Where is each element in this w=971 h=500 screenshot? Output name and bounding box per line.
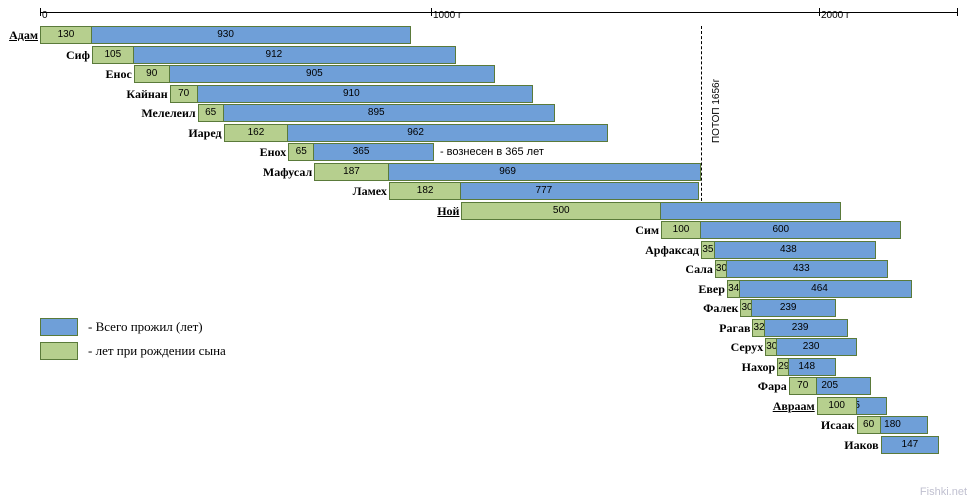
begat-bar: 100 [817,397,857,415]
person-name: Авраам [40,397,819,415]
axis-label: 1000 г [433,10,462,21]
total-bar: 438 [701,241,876,259]
begat-bar: 500 [461,202,661,220]
total-bar: 910 [170,85,533,103]
timeline-row: 175100Авраам [40,397,958,415]
timeline-row: 912105Сиф [40,46,958,64]
total-bar: 930 [40,26,411,44]
begat-bar: 105 [92,46,134,64]
begat-bar: 30 [765,338,777,356]
person-name: Адам [0,26,42,44]
begat-bar: 60 [857,416,881,434]
begat-bar: 65 [288,143,314,161]
person-name: Сим [40,221,663,239]
begat-bar: 70 [789,377,817,395]
begat-bar: 30 [740,299,752,317]
legend: - Всего прожил (лет) - лет при рождении … [40,318,226,366]
axis-tick [40,8,41,16]
person-name: Исаак [40,416,859,434]
person-name: Сиф [40,46,94,64]
legend-label-total: - Всего прожил (лет) [88,319,203,335]
person-note: - вознесен в 365 лет [438,143,546,161]
axis-label: 2000 г [821,10,850,21]
total-bar: 895 [198,104,555,122]
axis-label: 0 [42,10,48,21]
begat-bar: 35 [701,241,715,259]
timeline-row: 43330Сала [40,260,958,278]
timeline-row: 90590Енос [40,65,958,83]
total-bar: 912 [92,46,456,64]
begat-bar: 30 [715,260,727,278]
total-bar: 147 [881,436,940,454]
total-bar: 239 [740,299,835,317]
begat-bar: 90 [134,65,170,83]
person-name: Мафусал [40,163,316,181]
person-name: Фалек [40,299,742,317]
legend-begat: - лет при рождении сына [40,342,226,360]
timeline-row: 23930Фалек [40,299,958,317]
person-name: Енос [40,65,136,83]
timeline-chart: 01000 г2000 гПОТОП 1656г930130Адам912105… [40,12,958,450]
timeline-row: 36565Енох- вознесен в 365 лет [40,143,958,161]
timeline-row: 89565Мелелеил [40,104,958,122]
timeline-row: 600100Сим [40,221,958,239]
begat-bar: 34 [727,280,741,298]
timeline-row: 91070Кайнан [40,85,958,103]
person-name: Мелелеил [40,104,200,122]
legend-swatch-total [40,318,78,336]
legend-label-begat: - лет при рождении сына [88,343,226,359]
begat-bar: 65 [198,104,224,122]
total-bar: 905 [134,65,495,83]
person-name: Ламех [40,182,391,200]
axis-tick [431,8,432,16]
begat-bar: 130 [40,26,92,44]
total-bar: 464 [727,280,912,298]
begat-bar: 187 [314,163,389,181]
timeline-row: 962162Иаред [40,124,958,142]
person-name: Фара [40,377,791,395]
watermark: Fishki.net [920,486,967,498]
begat-bar: 32 [752,319,765,337]
axis-tick [957,8,958,16]
person-name: Иаред [40,124,226,142]
total-bar: 230 [765,338,857,356]
person-name: Ной [40,202,463,220]
person-name: Арфаксад [40,241,703,259]
timeline-row: 969187Мафусал [40,163,958,181]
timeline-row: 777182Ламех [40,182,958,200]
timeline-row: 930130Адам [40,26,958,44]
timeline-row: 147Иаков [40,436,958,454]
legend-swatch-begat [40,342,78,360]
begat-bar: 100 [661,221,701,239]
begat-bar: 29 [777,358,789,376]
total-bar: 239 [752,319,847,337]
total-bar: 433 [715,260,888,278]
person-name: Сала [40,260,717,278]
person-name: Иаков [40,436,883,454]
person-name: Евер [40,280,729,298]
timeline-row: 43835Арфаксад [40,241,958,259]
legend-total: - Всего прожил (лет) [40,318,226,336]
begat-bar: 70 [170,85,198,103]
timeline-row: 20570Фара [40,377,958,395]
timeline-row: 46434Евер [40,280,958,298]
axis-tick [819,8,820,16]
timeline-row: 950500Ной [40,202,958,220]
timeline-row: 18060Исаак [40,416,958,434]
begat-bar: 182 [389,182,462,200]
begat-bar: 162 [224,124,289,142]
person-name: Енох [40,143,290,161]
person-name: Кайнан [40,85,172,103]
